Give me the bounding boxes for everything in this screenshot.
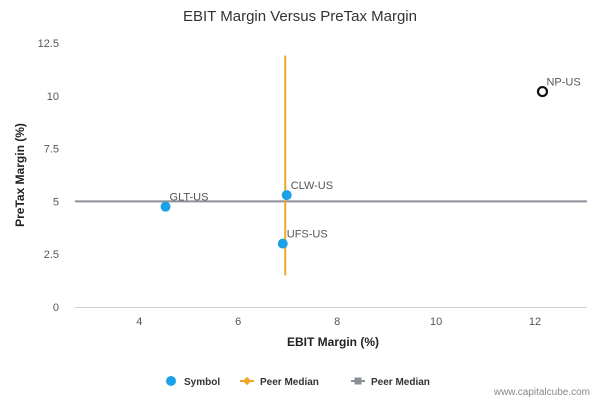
data-point-label: NP-US — [546, 77, 580, 89]
legend-label: Symbol — [184, 377, 220, 388]
x-axis-title: EBIT Margin (%) — [287, 335, 379, 349]
data-point — [536, 85, 549, 98]
x-tick-label: 4 — [136, 316, 142, 328]
data-point-label: GLT-US — [170, 192, 209, 204]
legend-diamond-icon — [242, 376, 252, 386]
y-tick-label: 0 — [53, 302, 59, 314]
y-tick-label: 7.5 — [44, 144, 59, 156]
x-tick-label: 10 — [430, 316, 442, 328]
legend: Symbol Peer Median Peer Median — [166, 376, 430, 388]
y-axis-title: PreTax Margin (%) — [13, 123, 27, 227]
data-point — [160, 201, 171, 212]
legend-label: Peer Median — [371, 377, 430, 388]
data-point-label: UFS-US — [287, 229, 328, 241]
y-tick-label: 10 — [47, 91, 59, 103]
x-tick-label: 6 — [235, 316, 241, 328]
data-point-label: CLW-US — [291, 180, 333, 192]
legend-square-icon — [354, 377, 362, 385]
chart-title: EBIT Margin Versus PreTax Margin — [183, 8, 417, 25]
plot-area: 4 6 8 10 12 0 2.5 5 7.5 10 12.5 GLT-US CLW-US UFS-US N… — [38, 38, 587, 328]
y-tick-label: 5 — [53, 196, 59, 208]
x-tick-label: 12 — [529, 316, 541, 328]
legend-symbol-icon — [166, 376, 176, 386]
y-tick-label: 2.5 — [44, 249, 59, 261]
x-tick-label: 8 — [334, 316, 340, 328]
credit-text: www.capitalcube.com — [493, 387, 590, 398]
data-point — [281, 190, 292, 201]
legend-label: Peer Median — [260, 377, 319, 388]
data-point — [277, 238, 288, 249]
y-tick-label: 12.5 — [38, 38, 59, 50]
